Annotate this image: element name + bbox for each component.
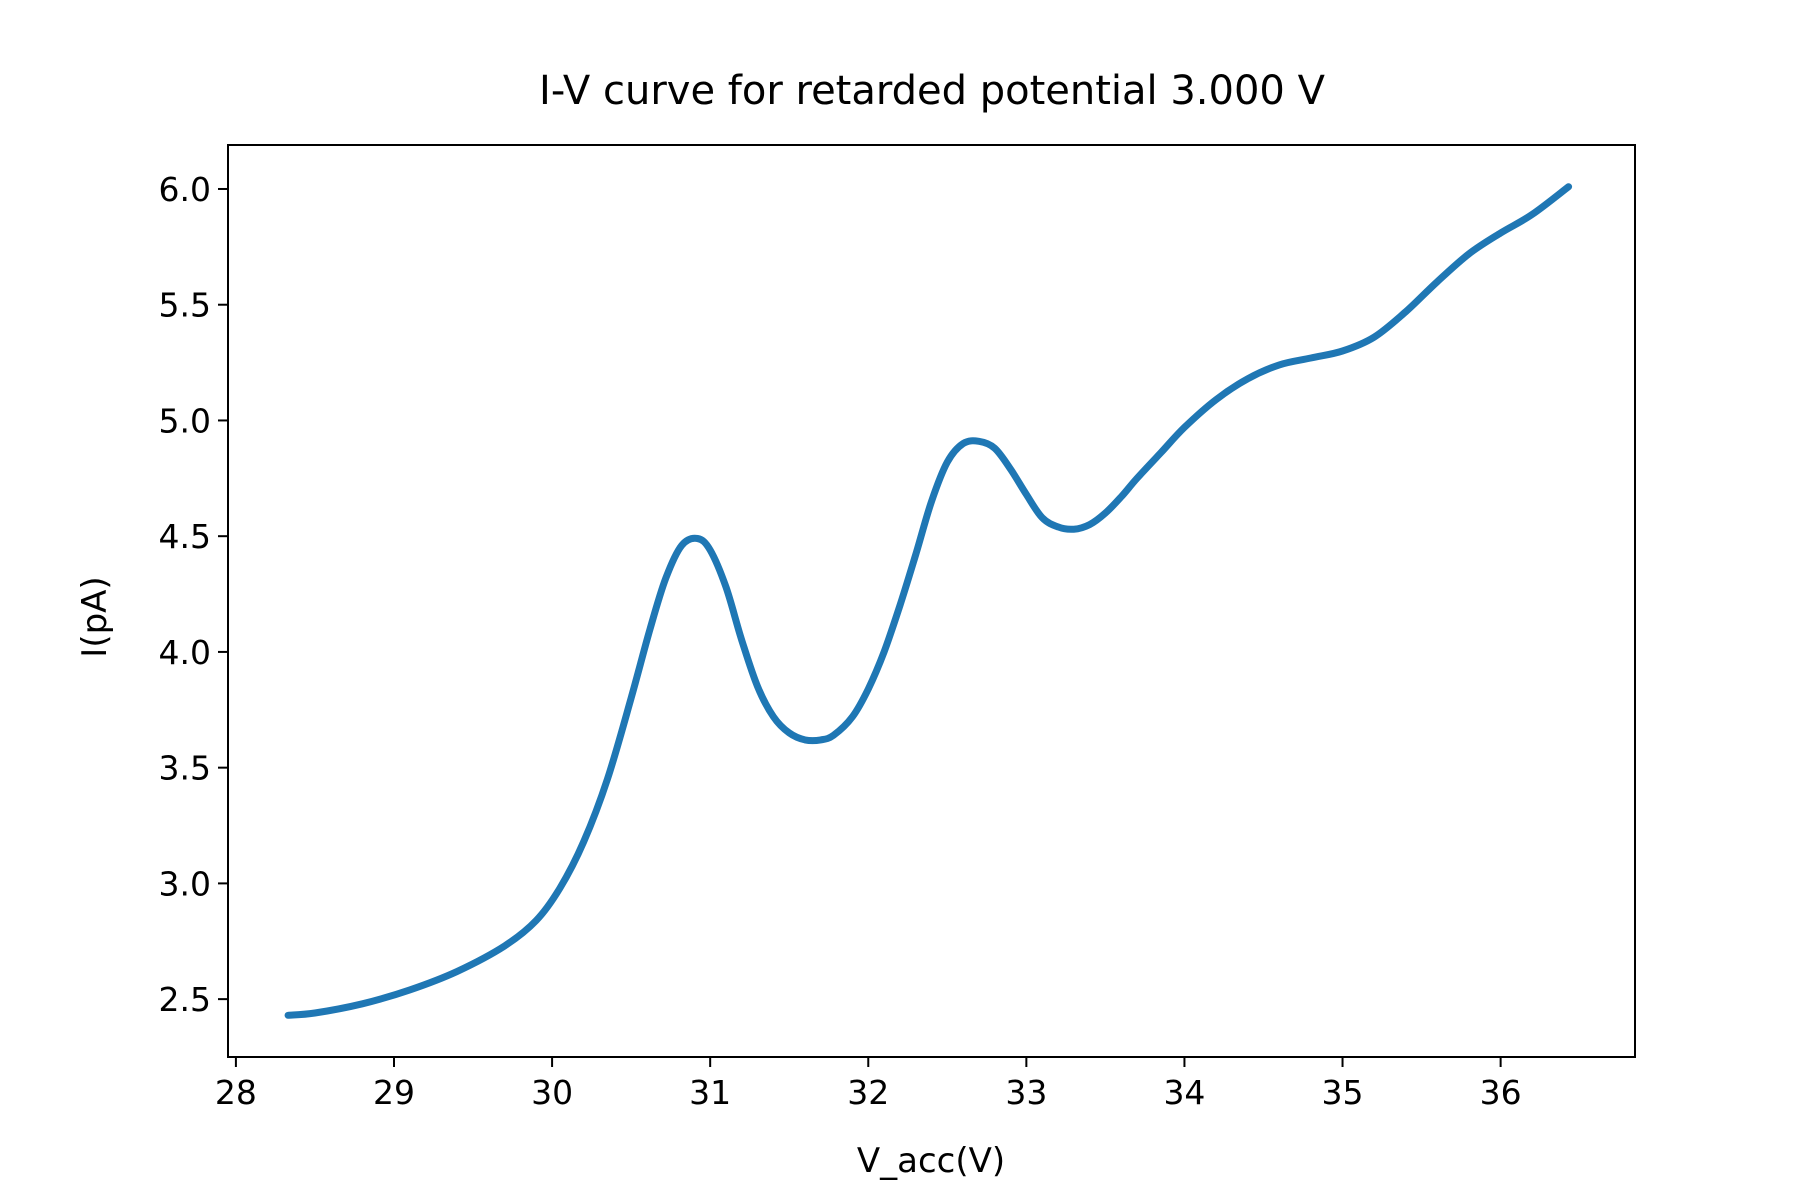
x-axis-label: V_acc(V) xyxy=(857,1141,1005,1181)
y-tick-label: 4.5 xyxy=(159,517,211,556)
x-tick-label: 33 xyxy=(1005,1073,1047,1112)
y-axis-label: I(pA) xyxy=(75,576,115,657)
y-tick-label: 5.5 xyxy=(159,286,211,325)
y-tick-label: 2.5 xyxy=(159,980,211,1019)
y-tick-label: 6.0 xyxy=(159,170,211,209)
y-tick-label: 3.5 xyxy=(159,749,211,788)
y-axis: 2.5 3.0 3.5 4.0 4.5 5.0 5.5 6.0 xyxy=(159,170,228,1019)
x-tick-label: 31 xyxy=(689,1073,731,1112)
x-axis: 28 29 30 31 32 33 34 35 36 xyxy=(215,1057,1522,1112)
chart-title: I-V curve for retarded potential 3.000 V xyxy=(539,68,1326,114)
plot-area xyxy=(284,183,1573,1019)
axes-frame xyxy=(227,144,1636,1058)
x-tick-label: 32 xyxy=(847,1073,889,1112)
y-tick-label: 3.0 xyxy=(159,864,211,903)
x-tick-label: 35 xyxy=(1322,1073,1364,1112)
x-tick-label: 34 xyxy=(1163,1073,1205,1112)
x-tick-label: 30 xyxy=(531,1073,573,1112)
y-tick-label: 5.0 xyxy=(159,401,211,440)
x-tick-label: 28 xyxy=(215,1073,257,1112)
series-line xyxy=(284,183,1573,1019)
x-tick-label: 36 xyxy=(1480,1073,1522,1112)
x-tick-label: 29 xyxy=(373,1073,415,1112)
y-tick-label: 4.0 xyxy=(159,633,211,672)
